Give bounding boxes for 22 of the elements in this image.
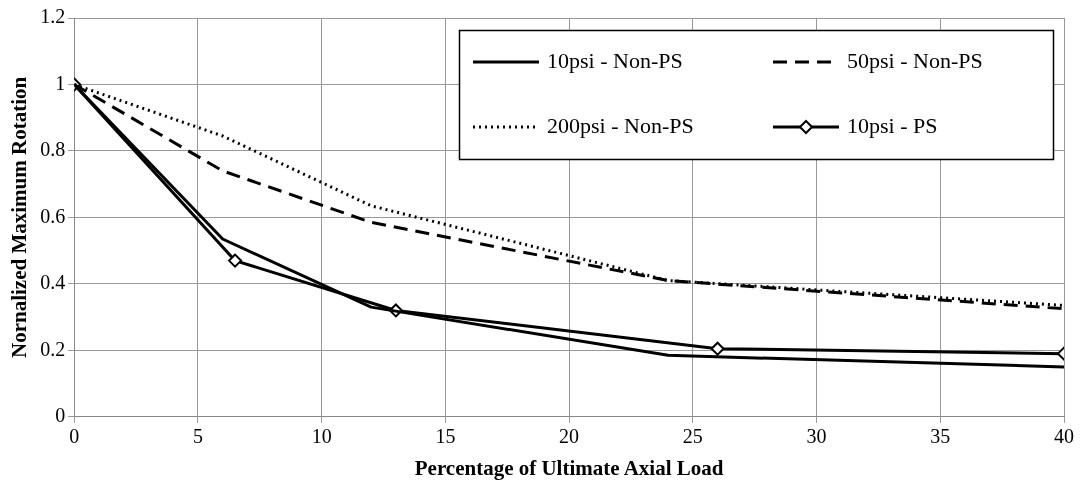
y-tick-label: 0.2 bbox=[40, 337, 66, 360]
y-tick-label: 0.4 bbox=[40, 271, 66, 294]
y-tick-label: 1.2 bbox=[40, 5, 66, 28]
x-tick-label: 25 bbox=[682, 425, 703, 448]
y-tick-label: 0.8 bbox=[40, 138, 66, 161]
y-tick-label: 0.6 bbox=[40, 204, 66, 227]
x-tick-label: 5 bbox=[192, 425, 203, 448]
x-tick-label: 15 bbox=[435, 425, 456, 448]
x-tick-label: 40 bbox=[1054, 425, 1074, 448]
x-axis-title: Percentage of Ultimate Axial Load bbox=[414, 455, 724, 480]
x-tick-label: 0 bbox=[69, 425, 80, 448]
x-tick-label: 10 bbox=[311, 425, 332, 448]
x-tick-label: 20 bbox=[559, 425, 580, 448]
legend-label: 200psi - Non-PS bbox=[547, 112, 694, 138]
legend-label: 10psi - Non-PS bbox=[547, 47, 683, 73]
y-tick-label: 0 bbox=[55, 404, 66, 427]
x-tick-label: 30 bbox=[806, 425, 827, 448]
x-tick-label: 35 bbox=[930, 425, 951, 448]
y-axis-title: Nornalized Maximum Rotation bbox=[7, 76, 32, 358]
legend-label: 50psi - Non-PS bbox=[847, 47, 983, 73]
y-tick-label: 1 bbox=[55, 71, 66, 94]
legend-label: 10psi - PS bbox=[847, 112, 938, 138]
